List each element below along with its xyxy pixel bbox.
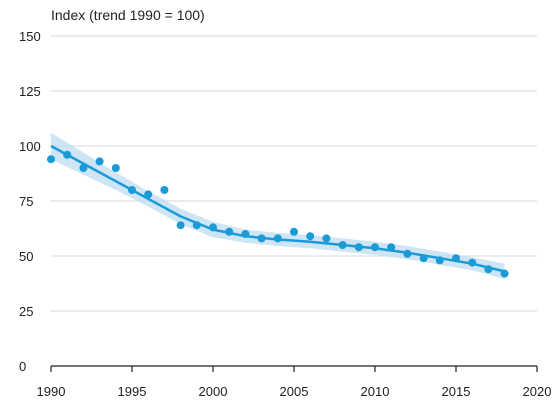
x-tick-label: 2000 [199,384,228,399]
data-point [63,150,72,159]
x-tick-label: 2020 [523,384,552,399]
data-point [354,243,363,252]
data-point [273,234,282,243]
data-point [452,254,460,263]
data-point [111,164,120,172]
y-tick-label: 150 [19,29,41,44]
data-points [47,150,509,278]
x-axis-ticks: 1990 1995 2000 2005 2010 2015 2020 [37,366,552,399]
y-axis-label: Index (trend 1990 = 100) [51,7,205,23]
confidence-band [51,132,505,280]
x-tick-label: 1990 [37,384,66,399]
data-point [387,243,396,252]
data-point [176,221,185,230]
gridlines [51,35,537,312]
y-tick-label: 75 [19,194,33,209]
data-point [241,230,250,238]
confidence-band-area [51,132,505,280]
data-point [209,223,217,232]
data-point [290,227,298,236]
data-point [144,190,153,199]
y-axis-ticks: 0 25 50 75 100 125 150 [19,29,41,374]
x-tick-label: 1995 [118,384,147,399]
data-point [47,155,55,164]
data-point [128,186,136,194]
data-point [192,221,201,230]
data-point [306,232,315,241]
data-point [484,265,493,274]
data-point [500,269,509,278]
y-tick-label: 25 [19,304,33,319]
data-point [95,157,104,166]
data-point [419,254,428,263]
data-point [79,164,88,172]
x-tick-label: 2015 [442,384,471,399]
data-point [322,234,331,243]
data-point [160,186,169,194]
data-point [225,227,234,236]
x-tick-label: 2010 [361,384,390,399]
data-point [435,256,444,265]
y-tick-label: 0 [19,359,26,374]
data-point [338,241,347,249]
data-point [468,258,477,267]
y-tick-label: 125 [19,84,41,99]
y-tick-label: 50 [19,249,33,264]
data-point [257,234,266,243]
x-tick-label: 2005 [280,384,309,399]
data-point [403,249,412,258]
y-tick-label: 100 [19,139,41,154]
data-point [371,243,379,252]
